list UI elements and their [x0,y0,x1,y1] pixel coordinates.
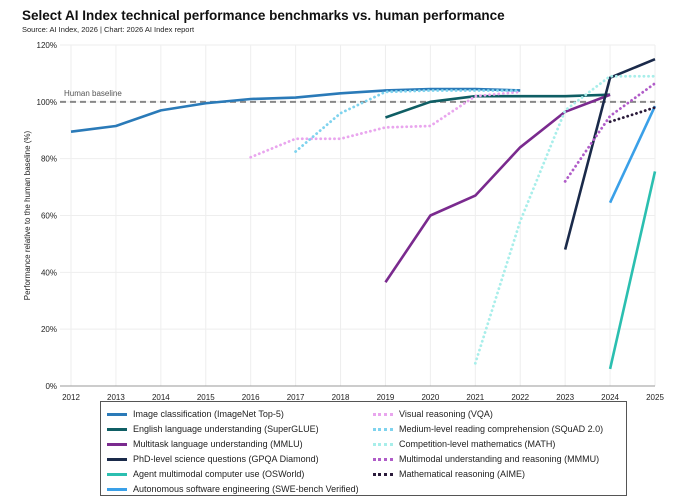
legend-item: Agent multimodal computer use (OSWorld) [107,467,359,482]
legend-item: Autonomous software engineering (SWE-ben… [107,482,359,497]
legend-label: PhD-level science questions (GPQA Diamon… [133,454,319,464]
series-line-7 [249,90,522,159]
legend-label: Visual reasoning (VQA) [399,409,493,419]
series-line-5 [608,171,657,370]
chart-subtitle: Source: AI Index, 2026 | Chart: 2026 AI … [22,25,195,34]
x-tick-label: 2013 [107,393,125,402]
human-baseline-label: Human baseline [64,89,122,98]
series-line-3 [384,93,611,284]
legend-item: Competition-level mathematics (MATH) [373,437,603,452]
legend-swatch [373,473,393,476]
legend-item: Multimodal understanding and reasoning (… [373,452,603,467]
y-tick-label: 60% [41,212,57,221]
legend-label: Autonomous software engineering (SWE-ben… [133,484,359,494]
legend-swatch [107,443,127,446]
legend: Image classification (ImageNet Top-5) Eng… [100,401,627,496]
legend-swatch [373,413,393,416]
x-tick-label: 2016 [242,393,260,402]
x-tick-label: 2018 [332,393,350,402]
series-line-6 [608,105,657,204]
series-line-9 [473,74,657,365]
legend-swatch [107,473,127,476]
legend-label: Multitask language understanding (MMLU) [133,439,303,449]
legend-item: Mathematical reasoning (AIME) [373,467,603,482]
x-tick-label: 2015 [197,393,215,402]
x-tick-label: 2020 [421,393,439,402]
x-tick-label: 2017 [287,393,305,402]
legend-column-solid: Image classification (ImageNet Top-5) Eng… [107,407,359,497]
x-tick-label: 2019 [377,393,395,402]
legend-label: Competition-level mathematics (MATH) [399,439,556,449]
legend-item: Visual reasoning (VQA) [373,407,603,422]
series-line-1 [70,87,521,133]
y-tick-label: 0% [45,382,57,391]
y-tick-label: 100% [37,98,57,107]
series-line-11 [608,106,657,124]
x-tick-label: 2025 [646,393,664,402]
legend-item: Medium-level reading comprehension (SQuA… [373,422,603,437]
legend-swatch [107,413,127,416]
legend-swatch [107,428,127,431]
chart-title: Select AI Index technical performance be… [22,8,505,23]
x-tick-label: 2022 [511,393,529,402]
y-tick-label: 80% [41,155,57,164]
legend-swatch [107,458,127,461]
y-tick-label: 40% [41,268,57,277]
legend-label: English language understanding (SuperGLU… [133,424,319,434]
legend-label: Multimodal understanding and reasoning (… [399,454,600,464]
legend-label: Mathematical reasoning (AIME) [399,469,526,479]
series-line-4 [563,58,656,250]
legend-swatch [373,428,393,431]
legend-label: Agent multimodal computer use (OSWorld) [133,469,305,479]
x-tick-label: 2024 [601,393,619,402]
legend-item: Image classification (ImageNet Top-5) [107,407,359,422]
legend-column-dotted: Visual reasoning (VQA) Medium-level readi… [373,407,603,482]
legend-swatch [373,443,393,446]
series-line-8 [294,89,522,153]
x-tick-label: 2014 [152,393,170,402]
y-tick-label: 20% [41,325,57,334]
x-tick-label: 2012 [62,393,80,402]
y-tick-label: 120% [37,41,57,50]
legend-label: Medium-level reading comprehension (SQuA… [399,424,604,434]
x-tick-label: 2023 [556,393,574,402]
legend-item: English language understanding (SuperGLU… [107,422,359,437]
legend-item: Multitask language understanding (MMLU) [107,437,359,452]
legend-label: Image classification (ImageNet Top-5) [133,409,284,419]
series-line-2 [385,93,611,119]
legend-swatch [107,488,127,491]
series-line-10 [563,81,657,183]
x-tick-label: 2021 [466,393,484,402]
legend-item: PhD-level science questions (GPQA Diamon… [107,452,359,467]
y-axis-label: Performance relative to the human baseli… [23,130,32,300]
legend-swatch [373,458,393,461]
